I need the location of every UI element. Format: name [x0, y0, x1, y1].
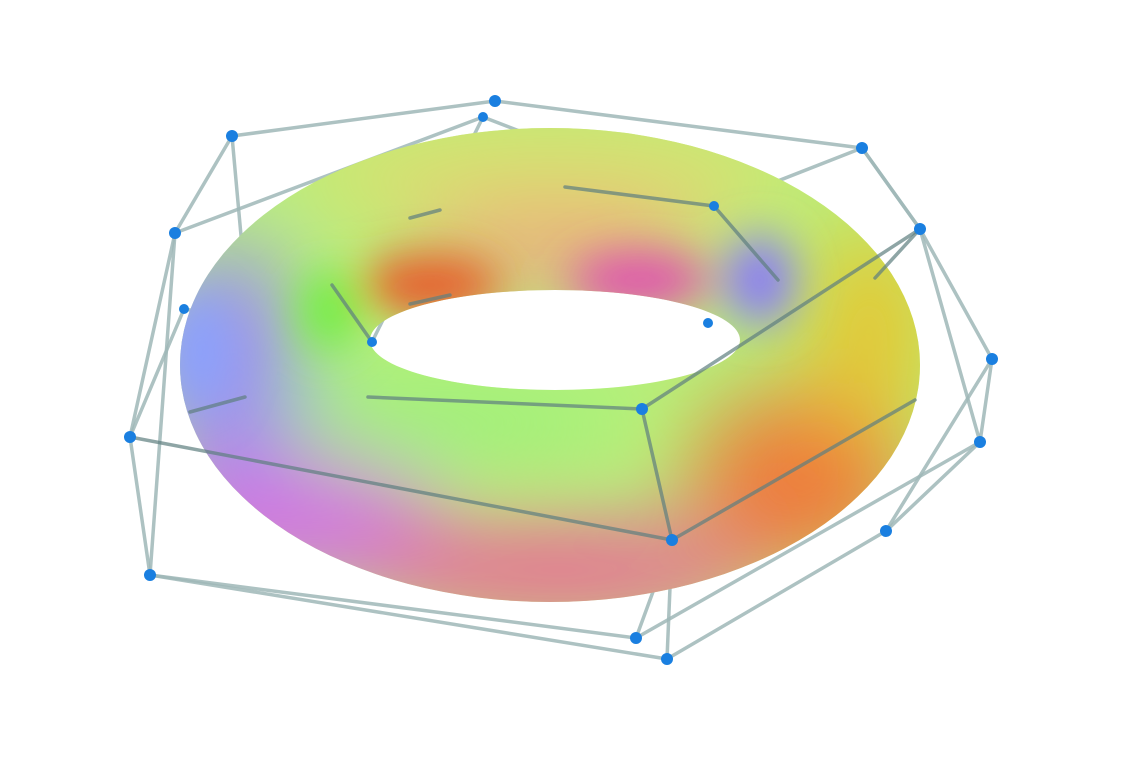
torus [180, 128, 920, 602]
control-points [124, 95, 998, 665]
cage-front [128, 185, 922, 542]
